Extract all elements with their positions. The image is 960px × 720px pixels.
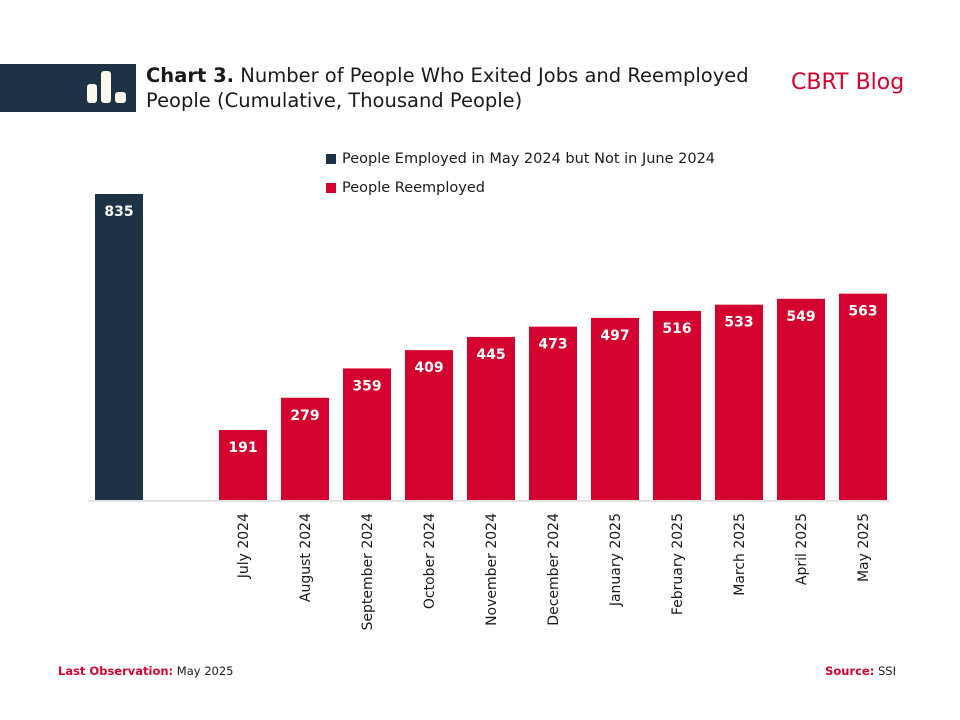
x-tick-label: August 2024 xyxy=(298,513,314,602)
x-tick-label: February 2025 xyxy=(670,513,686,615)
legend-swatch-navy xyxy=(326,153,336,164)
chart-title-text: Number of People Who Exited Jobs and Ree… xyxy=(146,64,749,112)
x-tick-label: January 2025 xyxy=(608,513,624,607)
bar-reemployed xyxy=(653,310,701,500)
legend-label: People Employed in May 2024 but Not in J… xyxy=(342,150,716,167)
data-label: 497 xyxy=(600,328,629,344)
source-key: Source: xyxy=(825,664,875,678)
bar-reemployed xyxy=(529,326,577,500)
legend-swatch-red xyxy=(326,182,336,193)
last-observation-value: May 2025 xyxy=(176,664,234,678)
data-label: 533 xyxy=(724,315,753,331)
data-label: 359 xyxy=(352,378,381,394)
bar-reemployed xyxy=(777,298,825,500)
legend-item-reemployed: People Reemployed xyxy=(326,173,715,202)
bar-reemployed xyxy=(343,368,391,500)
source: Source: SSI xyxy=(825,664,896,678)
bar-reemployed xyxy=(715,304,763,500)
data-label: 191 xyxy=(228,440,257,456)
bar-reemployed xyxy=(591,317,639,500)
data-label: 516 xyxy=(662,321,691,337)
x-tick-label: November 2024 xyxy=(484,513,500,626)
bar-reemployed xyxy=(839,293,887,500)
data-label: 835 xyxy=(104,204,133,220)
bar-reemployed xyxy=(467,336,515,500)
x-tick-label: December 2024 xyxy=(546,513,562,626)
chart-number: Chart 3. xyxy=(146,64,235,87)
x-tick-label: April 2025 xyxy=(794,513,810,585)
legend-item-exited: People Employed in May 2024 but Not in J… xyxy=(326,144,715,173)
chart-title: Chart 3. Number of People Who Exited Job… xyxy=(146,63,786,113)
x-tick-label: October 2024 xyxy=(422,513,438,609)
blog-brand: CBRT Blog xyxy=(791,70,905,95)
data-label: 549 xyxy=(786,309,815,325)
bar-reemployed xyxy=(219,430,267,500)
data-label: 473 xyxy=(538,337,567,353)
bar-reemployed xyxy=(405,350,453,500)
data-label: 409 xyxy=(414,360,443,376)
last-observation: Last Observation: May 2025 xyxy=(58,664,234,678)
bar-chart-icon xyxy=(87,71,126,103)
bar-reemployed xyxy=(281,397,329,500)
legend-label: People Reemployed xyxy=(342,179,485,196)
legend: People Employed in May 2024 but Not in J… xyxy=(326,144,715,202)
x-tick-label: July 2024 xyxy=(236,513,252,579)
header-band xyxy=(0,64,136,112)
data-label: 445 xyxy=(476,347,505,363)
x-tick-label: September 2024 xyxy=(360,513,376,631)
data-label: 563 xyxy=(848,304,877,320)
last-observation-key: Last Observation: xyxy=(58,664,174,678)
x-tick-label: March 2025 xyxy=(732,513,748,596)
x-tick-label: May 2025 xyxy=(856,513,872,582)
bar-exited xyxy=(95,194,143,500)
source-value: SSI xyxy=(878,664,896,678)
data-label: 279 xyxy=(290,408,319,424)
